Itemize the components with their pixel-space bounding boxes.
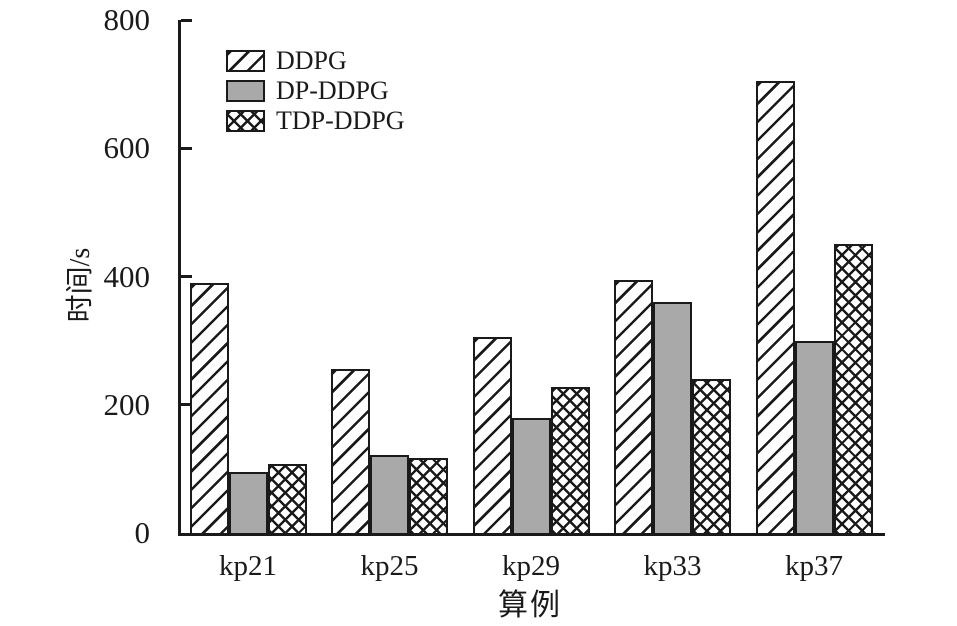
x-tick-label-kp29: kp29 [502,550,560,582]
legend-label-ddpg: DDPG [276,46,347,75]
y-tick-label-600: 600 [103,130,151,166]
bar-ddpg-kp25 [331,369,370,533]
bar-tdp-ddpg-kp29 [550,387,590,533]
y-tick-mark-400 [181,275,192,278]
bar-tdp-ddpg-kp33 [692,379,731,533]
y-tick-mark-800 [181,18,192,22]
legend-label-dp-ddpg: DP-DDPG [276,76,389,105]
bar-ddpg-kp33 [614,280,653,533]
y-tick-mark-600 [181,146,192,150]
x-tick-label-kp25: kp25 [360,550,419,582]
bar-tdp-ddpg-kp37 [833,244,873,533]
y-tick-label-800: 800 [103,2,151,37]
y-tick-label-0: 0 [134,515,151,550]
y-tick-label-400: 400 [103,258,151,294]
bar-ddpg-kp37 [755,81,795,533]
legend-item-dp-ddpg: DP-DDPG [226,76,405,105]
bar-dp-ddpg-kp25 [370,455,409,533]
plot-area: DDPG DP-DDPG TDP-DDPG 0 200 400 600 800 kp21 kp2… [104,4,885,582]
y-tick-mark-200 [181,403,192,407]
bar-dp-ddpg-kp37 [794,341,834,533]
bar-ddpg-kp21 [189,283,229,533]
legend-swatch-crosshatch [226,110,265,132]
x-axis-label: 算例 [498,589,562,622]
bar-dp-ddpg-kp21 [228,472,268,533]
x-tick-label-kp37: kp37 [785,550,843,582]
x-tick-label-kp33: kp33 [643,550,702,582]
bar-tdp-ddpg-kp25 [409,458,448,533]
legend: DDPG DP-DDPG TDP-DDPG [226,46,405,140]
x-tick-label-kp21: kp21 [219,550,277,582]
bar-ddpg-kp29 [472,337,512,533]
bar-tdp-ddpg-kp21 [267,464,307,533]
legend-item-tdp-ddpg: TDP-DDPG [226,106,405,135]
legend-swatch-diagonal-hatch [226,50,265,72]
bar-dp-ddpg-kp33 [653,302,692,533]
legend-swatch-solid-gray [226,80,265,102]
y-tick-label-200: 200 [103,386,151,422]
bar-dp-ddpg-kp29 [511,418,551,533]
legend-item-ddpg: DDPG [226,46,405,75]
legend-label-tdp-ddpg: TDP-DDPG [276,106,405,135]
